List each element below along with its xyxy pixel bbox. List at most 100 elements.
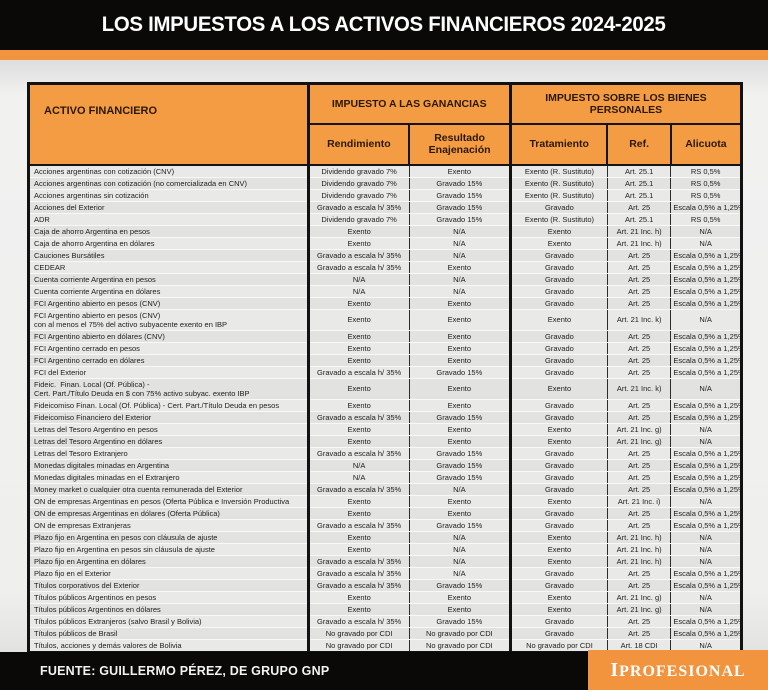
asset-name-cell: Plazo fijo en el Exterior — [28, 567, 308, 580]
table-row: Letras del Tesoro Argentino en pesos Exen… — [28, 423, 742, 436]
rendimiento-cell: Exento — [306, 309, 410, 331]
tratamiento-cell: Gravado — [508, 261, 608, 274]
ref-cell: Art. 25 — [606, 483, 671, 496]
ref-cell: Art. 25 — [606, 579, 671, 592]
tratamiento-cell: Exento (R. Sustituto) — [508, 213, 608, 226]
tratamiento-cell: Exento — [508, 543, 608, 556]
tratamiento-cell: Exento — [508, 435, 608, 448]
alicuota-cell: Escala 0,5% a 1,25% — [670, 447, 742, 460]
rendimiento-cell: Exento — [306, 423, 410, 436]
resultado-enajenacion-cell: Exento — [408, 342, 511, 355]
rendimiento-cell: Gravado a escala h/ 35% — [306, 519, 410, 532]
resultado-enajenacion-cell: Gravado 15% — [408, 459, 511, 472]
alicuota-cell: N/A — [670, 495, 742, 508]
rendimiento-cell: Dividendo gravado 7% — [306, 213, 410, 226]
rendimiento-cell: Gravado a escala h/ 35% — [306, 567, 410, 580]
table-row: Acciones argentinas con cotización (no c… — [28, 177, 742, 190]
resultado-enajenacion-cell: Exento — [408, 261, 511, 274]
resultado-enajenacion-cell: N/A — [408, 285, 511, 298]
table-row: Letras del Tesoro Argentino en dólares Ex… — [28, 435, 742, 448]
rendimiento-cell: Exento — [306, 435, 410, 448]
resultado-enajenacion-cell: Gravado 15% — [408, 579, 511, 592]
alicuota-cell: Escala 0,5% a 1,25% — [670, 249, 742, 262]
table-row: FCI del Exterior Gravado a escala h/ 35% G… — [28, 366, 742, 379]
ref-cell: Art. 21 Inc. i) — [606, 495, 671, 508]
column-header-ref: Ref. — [606, 122, 672, 166]
ref-cell: Art. 25 — [606, 471, 671, 484]
table-row: Monedas digitales minadas en Argentina N/… — [28, 459, 742, 472]
alicuota-cell: RS 0,5% — [670, 164, 742, 178]
page-title: LOS IMPUESTOS A LOS ACTIVOS FINANCIEROS … — [102, 13, 666, 36]
ref-cell: Art. 21 Inc. k) — [606, 378, 671, 400]
alicuota-cell: Escala 0,5% a 1,25% — [670, 483, 742, 496]
title-bar: LOS IMPUESTOS A LOS ACTIVOS FINANCIEROS … — [0, 0, 768, 50]
alicuota-cell: Escala 0,5% a 1,25% — [670, 201, 742, 214]
ref-cell: Art. 25 — [606, 354, 671, 367]
asset-name-cell: Acciones del Exterior — [28, 201, 308, 214]
table-row: Monedas digitales minadas en el Extranje… — [28, 471, 742, 484]
tratamiento-cell: Gravado — [508, 285, 608, 298]
tratamiento-cell: Gravado — [508, 459, 608, 472]
ref-cell: Art. 21 Inc. k) — [606, 309, 671, 331]
rendimiento-cell: Exento — [306, 603, 410, 616]
table-row: Plazo fijo en Argentina en pesos sin clá… — [28, 543, 742, 556]
alicuota-cell: N/A — [670, 543, 742, 556]
rendimiento-cell: Gravado a escala h/ 35% — [306, 615, 410, 628]
tratamiento-cell: Exento — [508, 309, 608, 331]
group-header-row: ACTIVO FINANCIERO IMPUESTO A LAS GANANCI… — [27, 82, 743, 166]
table-row: Fideicomiso Financiero del Exterior Grava… — [28, 411, 742, 424]
alicuota-cell: N/A — [670, 603, 742, 616]
rendimiento-cell: N/A — [306, 273, 410, 286]
tratamiento-cell: Gravado — [508, 273, 608, 286]
ref-cell: Art. 25.1 — [606, 177, 671, 190]
rendimiento-cell: Exento — [306, 507, 410, 520]
rendimiento-cell: Exento — [306, 297, 410, 310]
rendimiento-cell: Gravado a escala h/ 35% — [306, 201, 410, 214]
ref-cell: Art. 25.1 — [606, 213, 671, 226]
resultado-enajenacion-cell: Exento — [408, 330, 511, 343]
asset-name-cell: Letras del Tesoro Extranjero — [28, 447, 308, 460]
asset-name-cell: Títulos, acciones y demás valores de Bol… — [28, 639, 308, 653]
rendimiento-cell: Exento — [306, 330, 410, 343]
asset-name-cell: Plazo fijo en Argentina en pesos sin clá… — [28, 543, 308, 556]
asset-name-cell: Fideicomiso Finan. Local (Of. Pública) -… — [28, 399, 308, 412]
table-row: Cuenta corriente Argentina en pesos N/A N/… — [28, 273, 742, 286]
resultado-enajenacion-cell: Gravado 15% — [408, 615, 511, 628]
rendimiento-cell: Exento — [306, 399, 410, 412]
asset-name-cell: Money market o cualquier otra cuenta rem… — [28, 483, 308, 496]
asset-name-cell: ON de empresas Argentinas en dólares (Of… — [28, 507, 308, 520]
ref-cell: Art. 25 — [606, 330, 671, 343]
tratamiento-cell: Exento — [508, 225, 608, 238]
alicuota-cell: N/A — [670, 237, 742, 250]
resultado-enajenacion-cell: Exento — [408, 591, 511, 604]
alicuota-cell: Escala 0,5% a 1,25% — [670, 342, 742, 355]
rendimiento-cell: No gravado por CDI — [306, 639, 410, 653]
ref-cell: Art. 21 Inc. h) — [606, 225, 671, 238]
tratamiento-cell: Gravado — [508, 447, 608, 460]
alicuota-cell: Escala 0,5% a 1,25% — [670, 519, 742, 532]
table-row: Títulos públicos Extranjeros (salvo Bras… — [28, 615, 742, 628]
tratamiento-cell: Gravado — [508, 354, 608, 367]
alicuota-cell: Escala 0,5% a 1,25% — [670, 366, 742, 379]
rendimiento-cell: Dividendo gravado 7% — [306, 164, 410, 178]
tratamiento-cell: Gravado — [508, 471, 608, 484]
asset-name-cell: Acciones argentinas con cotización (no c… — [28, 177, 308, 190]
alicuota-cell: Escala 0,5% a 1,25% — [670, 273, 742, 286]
resultado-enajenacion-cell: N/A — [408, 483, 511, 496]
ref-cell: Art. 21 Inc. g) — [606, 435, 671, 448]
asset-name-cell: Letras del Tesoro Argentino en pesos — [28, 423, 308, 436]
alicuota-cell: Escala 0,5% a 1,25% — [670, 471, 742, 484]
asset-name-cell: Títulos corporativos del Exterior — [28, 579, 308, 592]
alicuota-cell: Escala 0,5% a 1,25% — [670, 297, 742, 310]
asset-name-cell: Títulos públicos Argentinos en pesos — [28, 591, 308, 604]
resultado-enajenacion-cell: Gravado 15% — [408, 471, 511, 484]
ref-cell: Art. 25 — [606, 447, 671, 460]
tratamiento-cell: Exento — [508, 237, 608, 250]
ref-cell: Art. 25 — [606, 285, 671, 298]
rendimiento-cell: Exento — [306, 237, 410, 250]
tratamiento-cell: Exento — [508, 378, 608, 400]
table-row: Títulos corporativos del Exterior Gravado… — [28, 579, 742, 592]
tratamiento-cell: Exento (R. Sustituto) — [508, 177, 608, 190]
rendimiento-cell: Exento — [306, 543, 410, 556]
alicuota-cell: N/A — [670, 555, 742, 568]
